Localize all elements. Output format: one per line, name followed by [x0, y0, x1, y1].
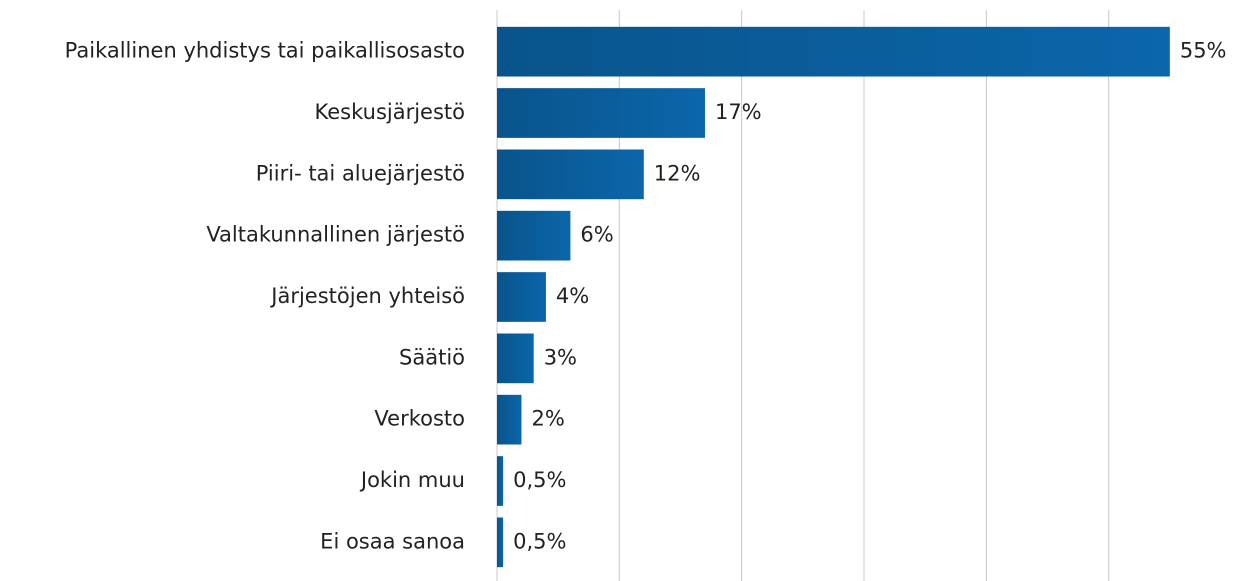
value-label: 17%	[715, 100, 762, 124]
bar	[497, 517, 504, 568]
y-tick-label: Ei osaa sanoa	[320, 529, 465, 553]
bar	[497, 394, 522, 445]
value-label: 0,5%	[513, 468, 566, 492]
bar	[497, 210, 571, 261]
bar	[497, 88, 705, 138]
y-tick-label: Keskusjärjestö	[315, 100, 465, 124]
y-tick-label: Jokin muu	[359, 468, 465, 492]
value-label: 3%	[544, 345, 577, 369]
bar	[497, 26, 1170, 77]
bar	[497, 333, 534, 384]
bar	[497, 272, 546, 322]
value-label: 4%	[556, 284, 589, 308]
value-label: 12%	[654, 161, 701, 185]
y-tick-label: Paikallinen yhdistys tai paikallisosasto	[65, 39, 465, 63]
value-label: 0,5%	[513, 529, 566, 553]
value-label: 55%	[1180, 39, 1227, 63]
value-label: 6%	[580, 223, 613, 247]
y-tick-label: Järjestöjen yhteisö	[269, 284, 465, 308]
y-tick-label: Valtakunnallinen järjestö	[206, 223, 465, 247]
bar	[497, 149, 644, 200]
y-tick-label: Piiri- tai aluejärjestö	[256, 161, 465, 185]
bar	[497, 456, 504, 506]
value-label: 2%	[531, 407, 564, 431]
y-tick-label: Verkosto	[374, 407, 465, 431]
y-tick-label: Säätiö	[399, 345, 465, 369]
